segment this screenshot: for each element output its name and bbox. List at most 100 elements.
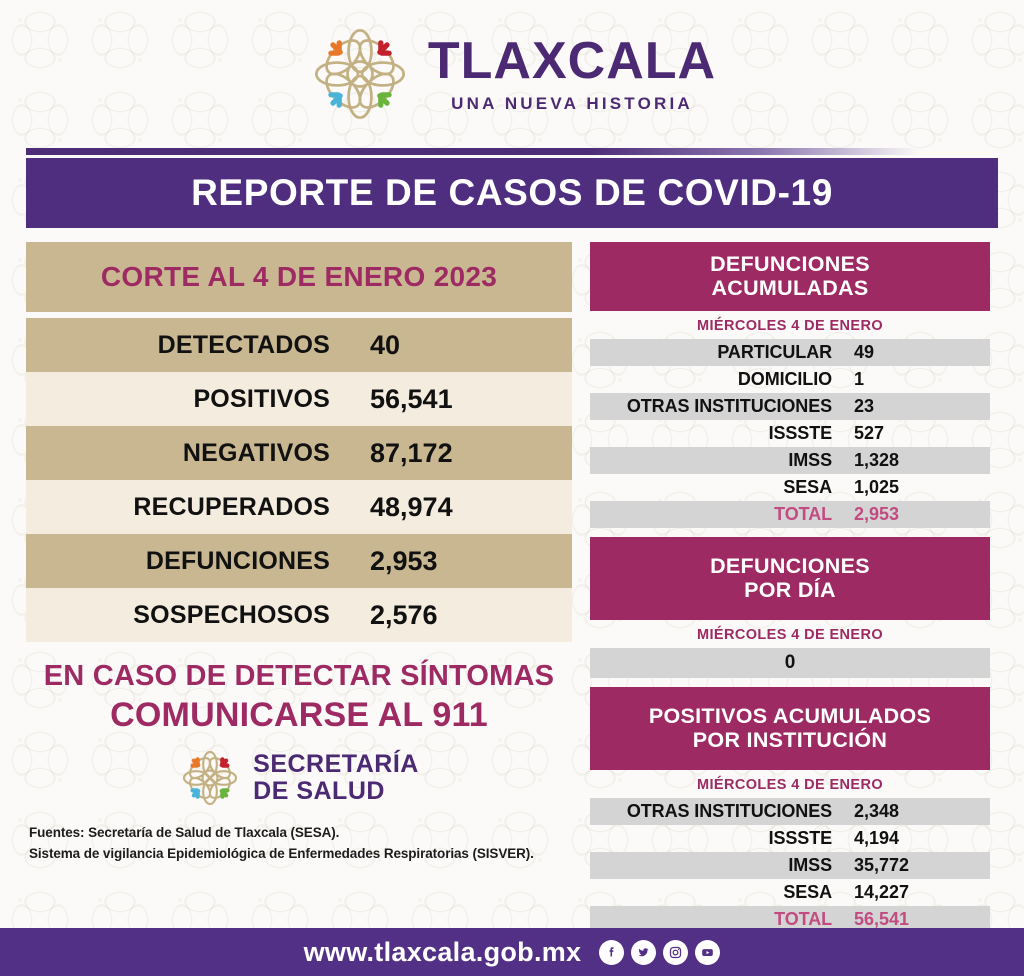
row-label: IMSS bbox=[788, 450, 832, 471]
table-row: OTRAS INSTITUCIONES 2,348 bbox=[590, 798, 990, 826]
right-column: DEFUNCIONES ACUMULADAS MIÉRCOLES 4 DE EN… bbox=[590, 242, 990, 934]
stat-label: RECUPERADOS bbox=[133, 492, 330, 521]
emergency-call-to-action: EN CASO DE DETECTAR SÍNTOMAS COMUNICARSE… bbox=[26, 660, 572, 735]
twitter-icon[interactable] bbox=[631, 939, 657, 965]
sources-note: Fuentes: Secretaría de Salud de Tlaxcala… bbox=[26, 823, 572, 865]
section-header-line-2: ACUMULADAS bbox=[711, 276, 869, 301]
section-header-defunciones-acumuladas: DEFUNCIONES ACUMULADAS bbox=[590, 242, 990, 312]
row-value: 1 bbox=[854, 369, 865, 390]
facebook-icon[interactable] bbox=[599, 939, 625, 965]
secretaria-line-1: SECRETARÍA bbox=[253, 750, 419, 778]
table-row: SOSPECHOSOS 2,576 bbox=[26, 588, 572, 642]
left-column: CORTE AL 4 DE ENERO 2023 DETECTADOS 40 P… bbox=[26, 242, 572, 933]
section-date-defunciones-por-dia: MIÉRCOLES 4 DE ENERO bbox=[696, 627, 884, 644]
table-row: DETECTADOS 40 bbox=[26, 318, 572, 372]
row-value: 23 bbox=[854, 396, 875, 417]
stat-value: 56,541 bbox=[370, 383, 453, 414]
table-row: SESA 1,025 bbox=[590, 474, 990, 501]
stat-label: SOSPECHOSOS bbox=[133, 600, 330, 629]
row-label: TOTAL bbox=[774, 504, 832, 525]
section-header-line-2: POR INSTITUCIÓN bbox=[692, 728, 888, 753]
secretaria-text: SECRETARÍA DE SALUD bbox=[253, 751, 419, 805]
stat-value: 48,974 bbox=[370, 491, 453, 522]
stat-label: NEGATIVOS bbox=[182, 438, 330, 467]
section-header-line-1: DEFUNCIONES bbox=[710, 554, 870, 579]
page-title-bar: REPORTE DE CASOS DE COVID-19 bbox=[26, 158, 998, 228]
row-value: 49 bbox=[854, 342, 875, 363]
row-label: SESA bbox=[783, 882, 832, 903]
corte-header-label: CORTE AL 4 DE ENERO 2023 bbox=[100, 261, 498, 292]
secretaria-line-2: DE SALUD bbox=[253, 777, 385, 805]
table-row: ISSSTE 4,194 bbox=[590, 825, 990, 852]
instagram-icon[interactable] bbox=[663, 939, 689, 965]
row-value: 527 bbox=[854, 423, 885, 444]
brand-title: TLAXCALA bbox=[427, 31, 717, 90]
section-date-positivos-acumulados: MIÉRCOLES 4 DE ENERO bbox=[696, 777, 884, 794]
row-label: TOTAL bbox=[774, 909, 832, 930]
table-row: ISSSTE 527 bbox=[590, 420, 990, 447]
tlaxcala-brand-lockup: TLAXCALA UNA NUEVA HISTORIA bbox=[308, 22, 716, 126]
table-row: POSITIVOS 56,541 bbox=[26, 372, 572, 426]
source-line-1: Fuentes: Secretaría de Salud de Tlaxcala… bbox=[29, 825, 340, 840]
defunciones-acumuladas-table: PARTICULAR 49 DOMICILIO 1 OTRAS INSTITUC… bbox=[590, 339, 990, 529]
spacer bbox=[590, 678, 990, 687]
table-row: DEFUNCIONES 2,953 bbox=[26, 534, 572, 588]
section-header-defunciones-por-dia: DEFUNCIONES POR DÍA bbox=[590, 537, 990, 621]
section-header-positivos-acumulados: POSITIVOS ACUMULADOS POR INSTITUCIÓN bbox=[590, 687, 990, 771]
table-row: RECUPERADOS 48,974 bbox=[26, 480, 572, 534]
table-row: PARTICULAR 49 bbox=[590, 339, 990, 367]
row-label: ISSSTE bbox=[768, 828, 833, 849]
section-header-line-2: POR DÍA bbox=[744, 578, 836, 603]
page-title: REPORTE DE CASOS DE COVID-19 bbox=[191, 172, 833, 213]
table-row: OTRAS INSTITUCIONES 23 bbox=[590, 393, 990, 421]
row-value: 4,194 bbox=[854, 828, 900, 849]
table-row: IMSS 35,772 bbox=[590, 852, 990, 880]
cta-line-1: EN CASO DE DETECTAR SÍNTOMAS bbox=[43, 660, 555, 692]
cta-line-2: COMUNICARSE AL 911 bbox=[110, 696, 488, 734]
masthead: TLAXCALA UNA NUEVA HISTORIA bbox=[0, 0, 1024, 148]
secretaria-de-salud-lockup: SECRETARÍA DE SALUD bbox=[26, 747, 572, 809]
row-value: 1,328 bbox=[854, 450, 900, 471]
table-row: SESA 14,227 bbox=[590, 879, 990, 906]
stat-label: POSITIVOS bbox=[193, 384, 330, 413]
row-label: ISSSTE bbox=[768, 423, 833, 444]
row-label: DOMICILIO bbox=[737, 369, 832, 390]
row-label: OTRAS INSTITUCIONES bbox=[626, 396, 832, 417]
footer-bar: www.tlaxcala.gob.mx bbox=[0, 928, 1024, 976]
tlaxcala-flower-logo-icon bbox=[308, 22, 412, 126]
table-row: IMSS 1,328 bbox=[590, 447, 990, 475]
brand-text: TLAXCALA UNA NUEVA HISTORIA bbox=[428, 35, 716, 114]
stat-value: 2,576 bbox=[370, 599, 438, 630]
section-date-defunciones-acumuladas: MIÉRCOLES 4 DE ENERO bbox=[696, 318, 884, 335]
positivos-acumulados-table: OTRAS INSTITUCIONES 2,348 ISSSTE 4,194 I… bbox=[590, 798, 990, 934]
row-value: 14,227 bbox=[854, 882, 910, 903]
website-url[interactable]: www.tlaxcala.gob.mx bbox=[303, 936, 582, 967]
stat-label: DETECTADOS bbox=[157, 330, 330, 359]
row-value: 1,025 bbox=[854, 477, 900, 498]
source-line-2: Sistema de vigilancia Epidemiológica de … bbox=[29, 845, 534, 861]
corte-header: CORTE AL 4 DE ENERO 2023 bbox=[26, 242, 572, 312]
stat-value: 87,172 bbox=[370, 437, 453, 468]
social-links bbox=[599, 939, 721, 965]
content-area: CORTE AL 4 DE ENERO 2023 DETECTADOS 40 P… bbox=[0, 228, 1024, 934]
brand-subtitle: UNA NUEVA HISTORIA bbox=[451, 93, 693, 113]
table-row-total: TOTAL 2,953 bbox=[590, 501, 990, 529]
row-label: IMSS bbox=[788, 855, 832, 876]
row-value: 35,772 bbox=[854, 855, 910, 876]
salud-flower-logo-icon bbox=[179, 747, 241, 809]
spacer bbox=[590, 528, 990, 537]
stat-value: 40 bbox=[370, 329, 401, 360]
section-header-line-1: DEFUNCIONES bbox=[710, 252, 870, 276]
row-label: OTRAS INSTITUCIONES bbox=[626, 801, 832, 822]
defunciones-por-dia-value: 0 bbox=[590, 648, 990, 679]
stat-value: 2,953 bbox=[370, 545, 438, 576]
row-value: 56,541 bbox=[854, 909, 910, 930]
row-value: 2,348 bbox=[854, 801, 900, 822]
row-value: 2,953 bbox=[854, 504, 900, 525]
stat-label: DEFUNCIONES bbox=[145, 546, 330, 575]
title-divider-rule bbox=[26, 148, 998, 155]
table-row: NEGATIVOS 87,172 bbox=[26, 426, 572, 480]
youtube-icon[interactable] bbox=[695, 939, 721, 965]
row-label: PARTICULAR bbox=[717, 342, 832, 363]
